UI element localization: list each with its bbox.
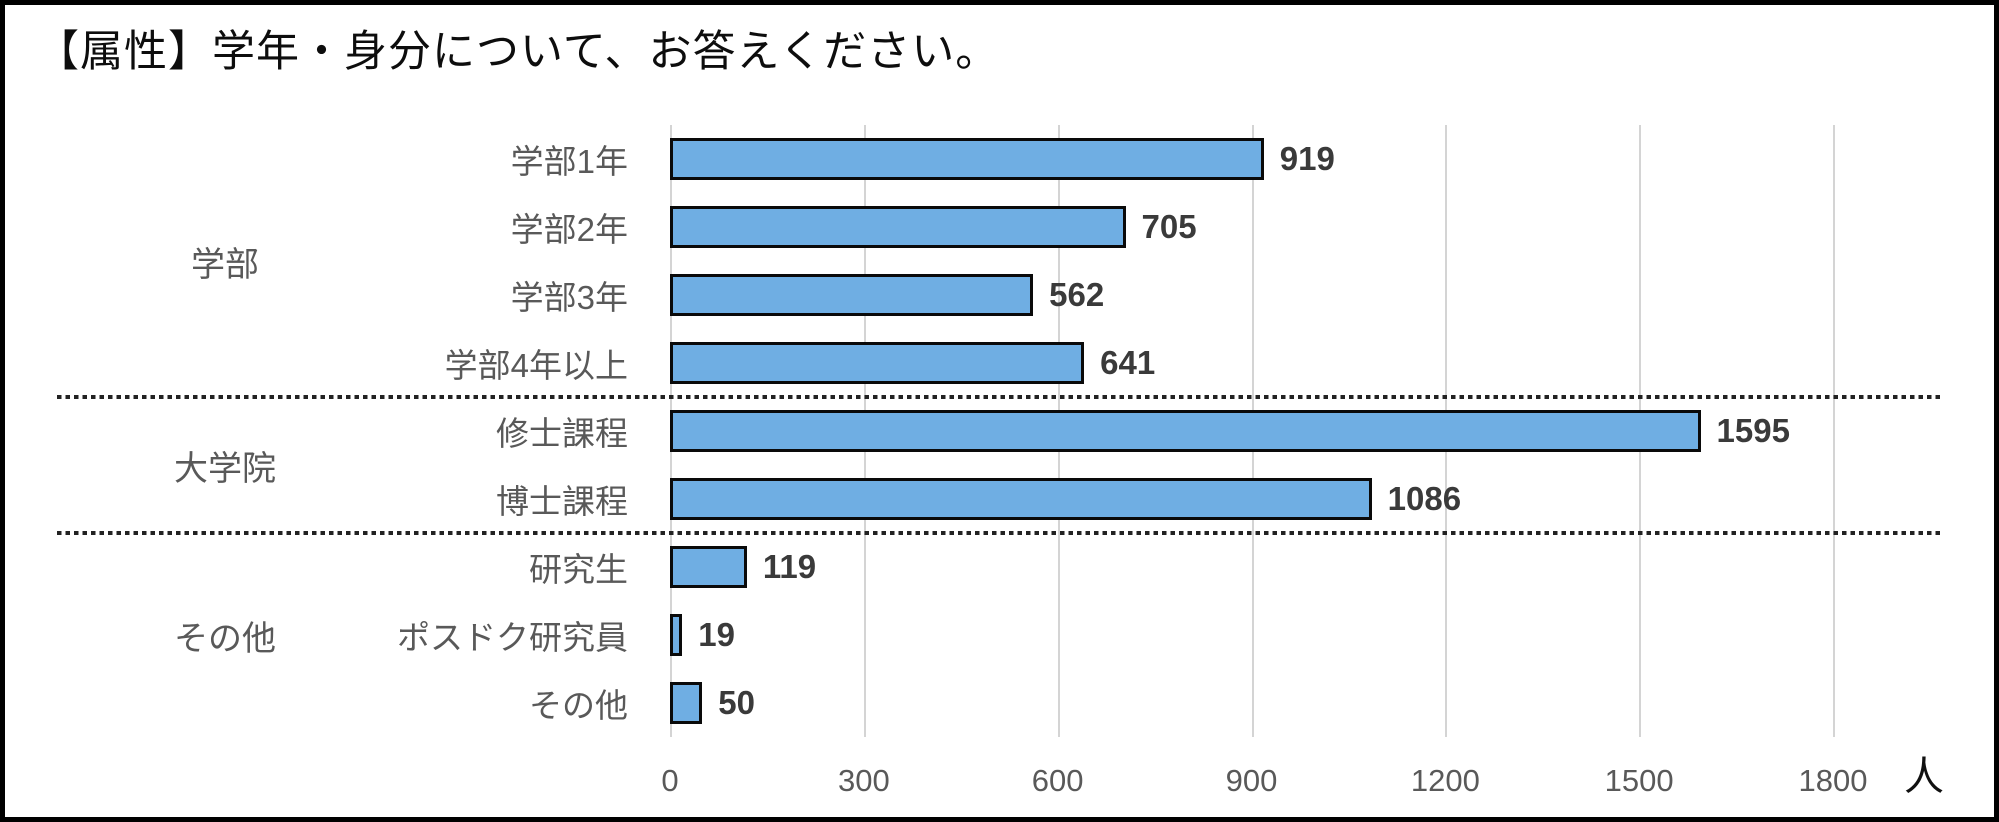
chart-title: 【属性】学年・身分について、お答えください。 [36, 28, 1000, 76]
bar-row: 研究生 119 [5, 533, 1994, 601]
category-label: 学部1年 [510, 143, 628, 180]
x-tick-label: 300 [837, 763, 890, 798]
bar [670, 682, 703, 724]
category-label: 研究生 [529, 551, 628, 588]
bar-row: 学部4年以上 641 [5, 329, 1994, 397]
group-label: 大学院 [174, 449, 276, 488]
value-label: 919 [1279, 140, 1335, 177]
group-label: 学部 [191, 245, 259, 284]
x-tick-label: 1500 [1604, 763, 1674, 798]
bar-row: 博士課程 1086 [5, 465, 1994, 533]
x-axis-unit-label: 人 [1904, 755, 1944, 799]
gridline-x-1800 [1833, 125, 1835, 737]
x-tick-label: 0 [661, 763, 679, 798]
bar [670, 410, 1701, 452]
group-label: その他 [174, 619, 276, 658]
bar-row: その他 50 [5, 669, 1994, 737]
value-label: 562 [1049, 276, 1105, 313]
x-tick-label: 1800 [1798, 763, 1868, 798]
category-label: 学部2年 [510, 211, 628, 248]
value-label: 641 [1100, 344, 1156, 381]
bar [670, 138, 1264, 180]
value-label: 19 [698, 616, 735, 653]
category-label: ポスドク研究員 [397, 619, 628, 656]
x-tick-label: 600 [1031, 763, 1084, 798]
value-label: 119 [762, 548, 817, 585]
category-label: 学部3年 [510, 279, 628, 316]
category-label: その他 [529, 687, 628, 724]
x-tick-label: 1200 [1410, 763, 1480, 798]
bar [670, 274, 1034, 316]
group-separator [57, 395, 1943, 399]
bar-row: 学部1年 919 [5, 125, 1994, 193]
value-label: 705 [1141, 208, 1197, 245]
value-label: 50 [718, 684, 756, 721]
x-tick-label: 900 [1225, 763, 1278, 798]
category-label: 学部4年以上 [444, 347, 628, 384]
bar [670, 206, 1126, 248]
bar-row: 修士課程 1595 [5, 397, 1994, 465]
bar-row: 学部3年 562 [5, 261, 1994, 329]
category-label: 修士課程 [496, 415, 628, 452]
group-separator [57, 531, 1943, 535]
bar [670, 478, 1372, 520]
category-label: 博士課程 [496, 483, 628, 520]
bar [670, 546, 747, 588]
value-label: 1086 [1387, 480, 1462, 517]
bar [670, 342, 1085, 384]
value-label: 1595 [1716, 412, 1790, 449]
bar [670, 614, 683, 656]
bar-row: 学部2年 705 [5, 193, 1994, 261]
bar-row: ポスドク研究員 19 [5, 601, 1994, 669]
